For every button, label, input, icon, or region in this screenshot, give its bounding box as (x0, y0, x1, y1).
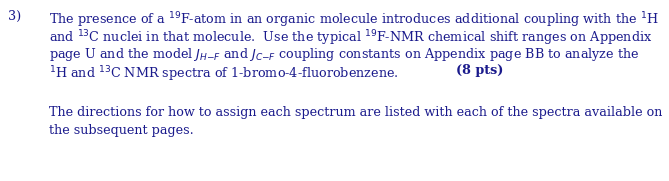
Text: (8 pts): (8 pts) (456, 64, 504, 77)
Text: The presence of a $^{19}$F-atom in an organic molecule introduces additional cou: The presence of a $^{19}$F-atom in an or… (49, 10, 658, 30)
Text: 3): 3) (8, 10, 21, 23)
Text: The directions for how to assign each spectrum are listed with each of the spect: The directions for how to assign each sp… (49, 106, 662, 119)
Text: the subsequent pages.: the subsequent pages. (49, 124, 193, 137)
Text: page U and the model $\mathit{J}_{H\mathrm{-}F}$ and $\mathit{J}_{C\mathrm{-}F}$: page U and the model $\mathit{J}_{H\math… (49, 46, 640, 63)
Text: $^{1}$H and $^{13}$C NMR spectra of 1-bromo-4-fluorobenzene.: $^{1}$H and $^{13}$C NMR spectra of 1-br… (49, 64, 404, 84)
Text: and $^{13}$C nuclei in that molecule.  Use the typical $^{19}$F-NMR chemical shi: and $^{13}$C nuclei in that molecule. Us… (49, 28, 652, 48)
